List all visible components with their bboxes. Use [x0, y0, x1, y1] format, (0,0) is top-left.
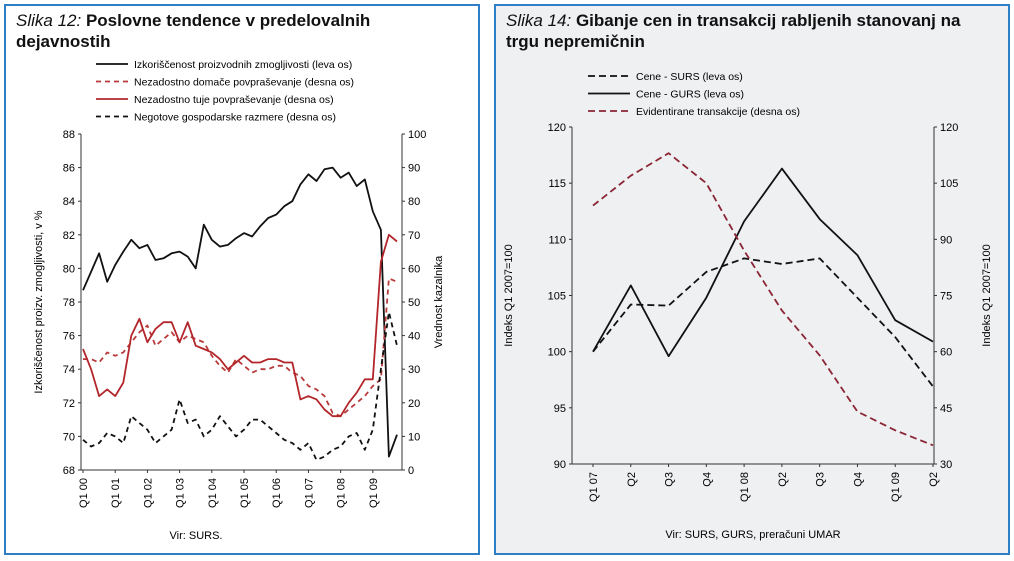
right-tick-label: 40 [408, 331, 420, 343]
right-tick-label: 90 [408, 163, 420, 175]
right-tick-label: 30 [408, 364, 420, 376]
x-tick-label: Q4 [701, 472, 713, 487]
left-tick-label: 70 [63, 431, 75, 443]
left-tick-label: 68 [63, 465, 75, 477]
title-line-2: trgu nepremičnin [506, 32, 645, 51]
figure-panel-14: Slika 14: Gibanje cen in transakcij rabl… [494, 4, 1010, 555]
right-tick-label: 45 [940, 403, 952, 415]
series-line-2 [592, 167, 934, 358]
left-tick-label: 78 [63, 297, 75, 309]
left-tick-label: 84 [63, 196, 75, 208]
x-tick-label: Q1 09 [368, 478, 380, 508]
x-tick-label: Q1 00 [78, 478, 90, 508]
left-tick-label: 80 [63, 263, 75, 275]
legend-label: Cene - SURS (leva os) [636, 71, 743, 83]
left-axis-label: Indeks Q1 2007=100 [503, 244, 515, 346]
series-line-2 [83, 277, 398, 418]
x-tick-label: Q1 08 [739, 472, 751, 502]
chart-14: 90 95 100 105 110 115 120 30 45 60 75 90 105 120 Q1 07… [503, 71, 993, 541]
series-line-1 [82, 166, 398, 458]
chart-12: 68 70 72 74 76 78 80 82 84 86 88 0 10 20 30 40 50 60 70 80 9… [33, 59, 445, 542]
left-tick-label: 120 [548, 122, 566, 134]
right-tick-label: 70 [408, 230, 420, 242]
right-tick-label: 120 [940, 122, 958, 134]
right-tick-label: 0 [408, 465, 414, 477]
x-tick-label: Q1 08 [336, 478, 348, 508]
x-tick-label: Q2 [777, 472, 789, 487]
series-line-3 [592, 152, 934, 447]
figure-label: Slika 12: [16, 11, 82, 30]
legend-label: Nezadostno domače povpraševanje (desna o… [134, 77, 354, 89]
x-tick-label: Q1 01 [110, 478, 122, 508]
title-line-1: Poslovne tendence v predelovalnih [85, 11, 371, 30]
right-tick-label: 100 [408, 129, 426, 141]
right-tick-label: 10 [408, 431, 420, 443]
right-tick-label: 50 [408, 297, 420, 309]
x-tick-label: Q1 07 [303, 478, 315, 508]
figure-panel-12: Slika 12: Poslovne tendence v predeloval… [4, 4, 480, 555]
left-tick-label: 76 [63, 331, 75, 343]
right-tick-label: 30 [940, 459, 952, 471]
left-tick-label: 110 [548, 234, 566, 246]
x-tick-label: Q2 [626, 472, 638, 487]
left-tick-label: 74 [63, 364, 75, 376]
series-line-1 [592, 257, 934, 388]
right-tick-label: 80 [408, 196, 420, 208]
figure-title-14: Slika 14: Gibanje cen in transakcij rabl… [506, 10, 960, 52]
left-tick-label: 100 [548, 347, 566, 359]
x-tick-label: Q3 [815, 472, 827, 487]
legend-label: Nezadostno tuje povpraševanje (desna os) [134, 94, 334, 106]
left-tick-label: 88 [63, 129, 75, 141]
right-tick-label: 75 [940, 291, 952, 303]
right-tick-label: 90 [940, 234, 952, 246]
right-tick-label: 105 [940, 178, 958, 190]
x-tick-label: Q2 [928, 472, 940, 487]
legend-label: Negotove gospodarske razmere (desna os) [134, 112, 336, 124]
legend-label: Cene - GURS (leva os) [636, 89, 744, 101]
legend-label: Izkoriščenost proizvodnih zmogljivosti (… [134, 59, 352, 71]
right-tick-label: 20 [408, 398, 420, 410]
series-line-3 [82, 233, 398, 418]
left-tick-label: 105 [548, 291, 566, 303]
title-line-1: Gibanje cen in transakcij rabljenih stan… [575, 11, 961, 30]
x-tick-label: Q4 [852, 472, 864, 487]
figure-title-12: Slika 12: Poslovne tendence v predeloval… [16, 10, 370, 52]
x-tick-label: Q1 06 [271, 478, 283, 508]
x-tick-label: Q1 05 [239, 478, 251, 508]
right-tick-label: 60 [940, 347, 952, 359]
right-axis-label: Indeks Q1 2007=100 [981, 244, 993, 346]
left-tick-label: 86 [63, 163, 75, 175]
left-axis-label: Izkoriščenost proizv. zmogljivosti, v % [33, 210, 45, 393]
left-tick-label: 82 [63, 230, 75, 242]
left-tick-label: 72 [63, 398, 75, 410]
source-note: Vir: SURS, GURS, preračuni UMAR [665, 529, 840, 541]
series-line-4 [82, 311, 398, 461]
left-tick-label: 90 [554, 459, 566, 471]
right-axis-label: Vrednost kazalnika [433, 255, 445, 348]
left-tick-label: 95 [554, 403, 566, 415]
x-tick-label: Q1 02 [142, 478, 154, 508]
x-tick-label: Q1 07 [588, 472, 600, 502]
x-tick-label: Q1 04 [207, 478, 219, 508]
source-note: Vir: SURS. [170, 530, 223, 542]
title-line-2: dejavnostih [16, 32, 111, 51]
legend-label: Evidentirane transakcije (desna os) [636, 106, 800, 118]
left-tick-label: 115 [548, 178, 566, 190]
right-tick-label: 60 [408, 263, 420, 275]
x-tick-label: Q1 09 [890, 472, 902, 502]
x-tick-label: Q3 [664, 472, 676, 487]
x-tick-label: Q1 03 [175, 478, 187, 508]
figure-label: Slika 14: [506, 11, 572, 30]
